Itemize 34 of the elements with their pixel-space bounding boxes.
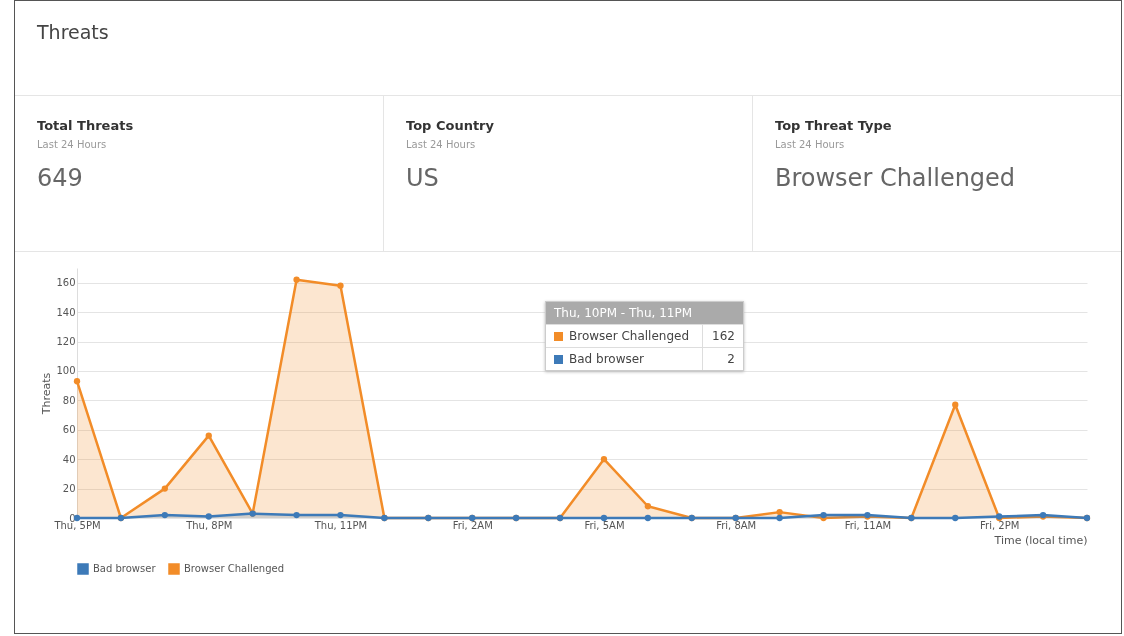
text: Last 24 Hours — [37, 139, 108, 150]
text: Last 24 Hours — [406, 139, 477, 150]
x-tick-label: Thu, 11PM — [313, 519, 368, 531]
x-tick-label: Fri, 2PM — [980, 519, 1020, 531]
x-tick-label: Fri, 8AM — [716, 519, 757, 531]
y-tick-label: 100 — [56, 365, 76, 377]
y-tick-label: 60 — [62, 424, 76, 436]
x-tick-label: Fri, 2AM — [452, 519, 493, 531]
annotation: Thu, 10PM - Thu, 11PM — [546, 302, 743, 324]
y-tick-label: 120 — [56, 336, 76, 348]
legend-label: Browser Challenged — [184, 563, 285, 574]
y-tick-label: 40 — [62, 453, 76, 465]
annotation: 162 — [711, 328, 736, 345]
annotation: Bad browser — [569, 352, 645, 366]
text: Top Country — [406, 118, 495, 133]
y-axis-title: Threats — [40, 372, 54, 416]
y-tick-label: 80 — [62, 394, 76, 406]
annotation: Browser Challenged — [569, 329, 690, 343]
text: Threats — [15, 1, 1121, 96]
text: Last 24 Hours — [775, 139, 846, 150]
text: 649 — [37, 164, 84, 192]
text: Top Threat Type — [775, 118, 893, 133]
x-tick-label: Fri, 5AM — [584, 519, 625, 531]
annotation: 2 — [726, 351, 736, 368]
x-tick-label: Fri, 11AM — [844, 519, 892, 531]
x-tick-label: Thu, 8PM — [185, 519, 233, 531]
text: Total Threats — [37, 118, 135, 133]
x-axis-title: Time (local time) — [993, 533, 1088, 547]
y-tick-label: 160 — [56, 277, 76, 289]
y-tick-label: 140 — [56, 306, 76, 318]
y-tick-label: 20 — [62, 483, 76, 495]
legend-label: Bad browser — [93, 563, 157, 574]
text: Browser Challenged — [775, 164, 1017, 192]
text: US — [406, 164, 440, 192]
